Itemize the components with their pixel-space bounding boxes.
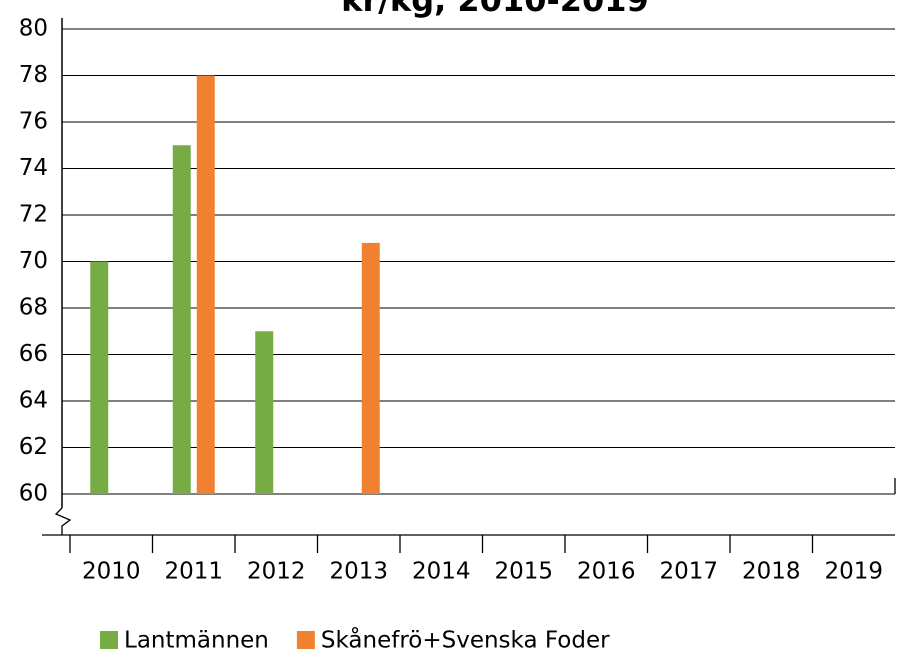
y-tick-label: 72	[19, 202, 48, 228]
x-tick-label: 2013	[329, 559, 388, 585]
x-tick-label: 2012	[247, 559, 306, 585]
x-tick-label: 2016	[577, 559, 636, 585]
y-tick-label: 68	[19, 295, 48, 321]
chart-title: kr/kg, 2010-2019	[341, 0, 649, 19]
x-tick-label: 2014	[412, 559, 471, 585]
axis-break	[54, 507, 72, 535]
bar	[172, 145, 191, 494]
legend-label: Skånefrö+Svenska Foder	[321, 626, 610, 654]
y-tick-label: 66	[19, 341, 48, 367]
y-tick-label: 80	[19, 16, 48, 42]
x-tick-label: 2019	[824, 559, 883, 585]
x-tick-label: 2018	[742, 559, 801, 585]
bar	[361, 242, 380, 494]
x-tick-label: 2017	[659, 559, 718, 585]
y-tick-label: 64	[19, 388, 48, 414]
x-tick-label: 2011	[164, 559, 223, 585]
y-tick-label: 78	[19, 62, 48, 88]
y-tick-label: 62	[19, 434, 48, 460]
y-tick-label: 60	[19, 481, 48, 507]
bar	[90, 261, 109, 494]
legend-label: Lantmännen	[124, 628, 269, 654]
bar	[196, 75, 215, 494]
x-tick-label: 2015	[494, 559, 553, 585]
bar	[255, 331, 274, 494]
legend-swatch	[100, 631, 118, 649]
y-tick-label: 76	[19, 109, 48, 135]
y-tick-label: 74	[19, 155, 48, 181]
x-tick-label: 2010	[82, 559, 141, 585]
y-tick-label: 70	[19, 248, 48, 274]
legend-swatch	[296, 631, 315, 649]
